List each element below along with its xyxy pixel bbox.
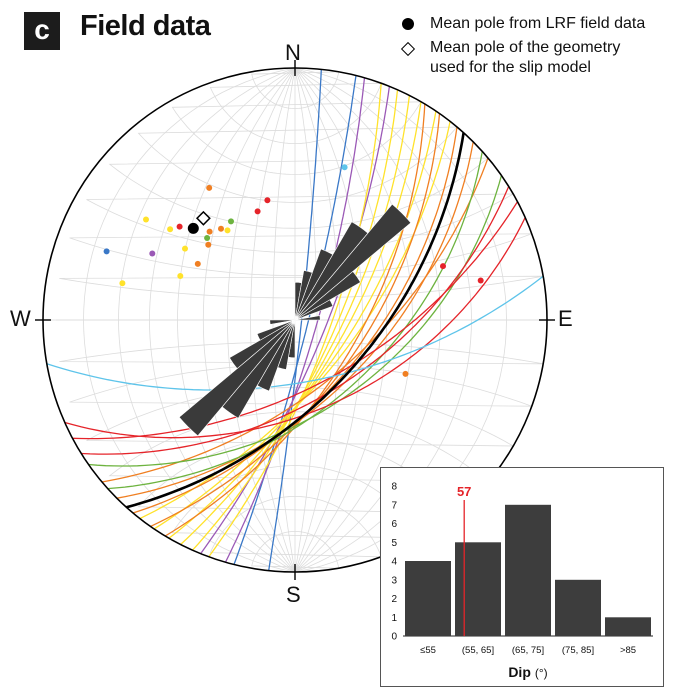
legend-item-field-pole: Mean pole from LRF field data [400, 14, 645, 34]
pole-point [206, 184, 213, 191]
hist-y-tick-label: 8 [391, 482, 397, 493]
rose-petal [294, 270, 313, 321]
pole-point [218, 225, 224, 232]
fault-plane-great-circle [150, 113, 441, 527]
hist-x-tick-label: ≤55 [420, 645, 436, 656]
hist-y-tick-label: 2 [391, 594, 397, 605]
fault-plane-great-circle [192, 89, 399, 551]
pole-point [143, 216, 149, 223]
hist-x-tick-label: (55, 65] [462, 645, 494, 656]
legend-label-geometry-pole-1: Mean pole of the geometry [430, 39, 621, 56]
rose-petal [294, 315, 321, 321]
pole-point [119, 280, 126, 287]
compass-east: E [558, 306, 573, 331]
hist-mean-label: 57 [457, 484, 471, 499]
compass-west: W [10, 306, 31, 331]
hist-bar [405, 561, 451, 636]
fault-plane-great-circle [164, 103, 426, 537]
fault-plane-great-circle [116, 141, 474, 499]
filled-circle-icon [402, 18, 414, 30]
pole-point [341, 164, 348, 171]
rose-petal [294, 299, 334, 321]
hist-y-tick-label: 1 [391, 613, 397, 624]
hist-y-tick-label: 5 [391, 538, 397, 549]
legend-item-geometry-pole: Mean pole of the geometry used for the s… [400, 38, 645, 78]
hist-y-tick-label: 7 [391, 500, 397, 511]
rose-petal [229, 319, 296, 370]
rose-petal [277, 319, 296, 370]
pole-point [103, 248, 110, 255]
pole-point [440, 263, 446, 270]
rose-petal [269, 319, 296, 325]
hist-x-tick-label: (65, 75] [512, 645, 544, 656]
pole-point [477, 277, 484, 284]
pole-point [228, 218, 234, 225]
fault-plane-great-circle [139, 121, 451, 520]
pole-point [224, 227, 231, 234]
hist-y-tick-label: 6 [391, 519, 397, 530]
hist-bar [605, 617, 651, 637]
rose-petal [256, 319, 296, 341]
hist-y-tick-label: 3 [391, 575, 397, 586]
legend-label-field-pole: Mean pole from LRF field data [430, 15, 646, 32]
pole-point [194, 260, 201, 267]
pole-point [204, 235, 211, 241]
dip-histogram: 0 1 2 3 4 5 6 7 8 ≤55 (55, 65] (65, 75] (75, 85] >85 5… [391, 482, 653, 680]
pole-point [402, 370, 409, 377]
fault-plane-great-circle [46, 275, 544, 391]
compass-south: S [286, 582, 301, 607]
mean-pole-geometry-marker [195, 210, 211, 226]
fault-plane-great-circle [72, 201, 519, 440]
pole-point [149, 250, 156, 257]
fault-plane-great-circle [88, 175, 503, 467]
hist-y-tick-label: 4 [391, 557, 397, 568]
compass-north: N [285, 40, 301, 65]
pole-point [182, 245, 188, 252]
hist-x-tick-label: (75, 85] [562, 645, 594, 656]
mean-pole-field-marker [187, 222, 199, 234]
pole-point [264, 197, 271, 204]
fault-plane-great-circle [180, 95, 411, 545]
slip-model-plane-great-circle [126, 132, 465, 509]
hist-bar [555, 579, 601, 637]
rose-petal [294, 270, 361, 321]
rose-petal [294, 203, 412, 321]
pole-point [177, 273, 184, 279]
hist-bar [455, 542, 501, 637]
fault-plane-great-circle [224, 77, 366, 563]
fault-plane-great-circle [101, 157, 489, 483]
fault-plane-great-circle [208, 83, 382, 558]
hist-x-axis-title: Dip (°) [508, 664, 547, 680]
pole-point [254, 208, 261, 215]
pole-point [167, 226, 174, 233]
pole-point [206, 228, 213, 235]
panel-label: c [24, 12, 60, 50]
grid-small-circle [59, 341, 544, 365]
fault-plane-great-circle [64, 217, 526, 439]
fault-plane-great-circle [268, 69, 322, 571]
hist-x-tick-label: >85 [620, 645, 636, 656]
legend-label-geometry-pole-2: used for the slip model [430, 59, 591, 76]
hist-bar [505, 504, 551, 637]
pole-point [205, 241, 212, 248]
legend: Mean pole from LRF field data Mean pole … [400, 14, 645, 82]
fault-plane-great-circle [107, 151, 483, 490]
fault-plane-great-circle [168, 101, 422, 539]
hist-y-tick-label: 0 [391, 632, 397, 643]
grid-small-circle [171, 101, 422, 175]
pole-point [176, 223, 183, 230]
rose-petal [178, 319, 296, 437]
dip-histogram-inset: 0 1 2 3 4 5 6 7 8 ≤55 (55, 65] (65, 75] (75, 85] >85 5… [380, 467, 664, 687]
fault-plane-great-circle [81, 186, 510, 455]
panel-title: Field data [80, 10, 211, 42]
fault-plane-great-circle [153, 110, 437, 530]
